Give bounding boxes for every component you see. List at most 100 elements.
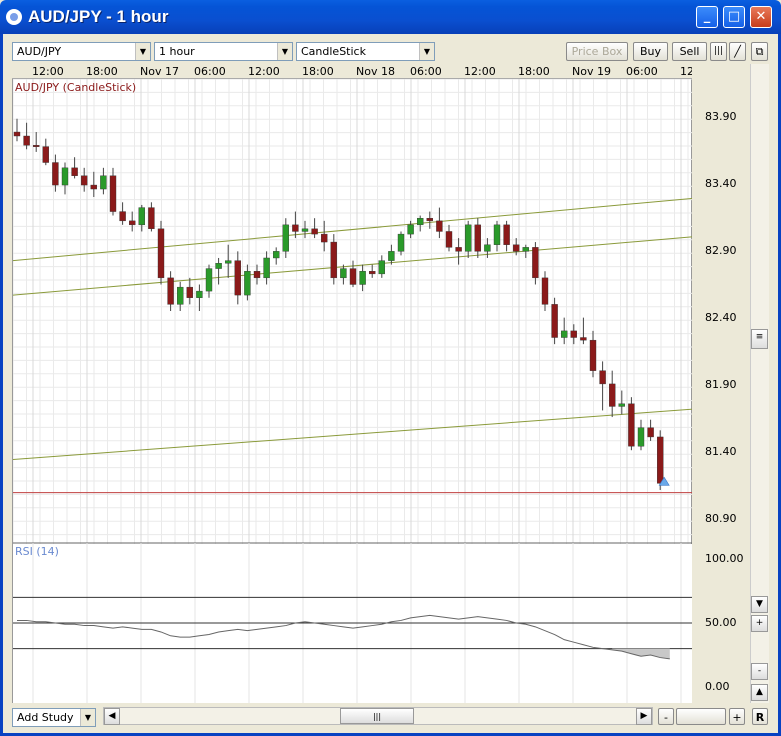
- main-pane-label: AUD/JPY (CandleStick): [15, 81, 136, 94]
- price-box-button[interactable]: Price Box: [566, 42, 628, 61]
- interval-select[interactable]: 1 hour ▼: [154, 42, 293, 61]
- bar-style-icon[interactable]: |||: [710, 42, 727, 61]
- candle-down: [349, 268, 357, 285]
- time-label: 06:00: [410, 65, 442, 78]
- candle-down: [52, 162, 59, 186]
- candle-down: [90, 184, 98, 190]
- toolbar: AUD/JPY ▼ 1 hour ▼ CandleStick ▼ Price B…: [3, 37, 778, 64]
- rsi-oversold-fill: [612, 648, 670, 659]
- candle-down: [119, 211, 126, 222]
- detach-icon[interactable]: ⧉: [751, 42, 768, 61]
- zoom-slider[interactable]: [676, 708, 726, 725]
- zoom-in-button[interactable]: +: [729, 708, 745, 725]
- candle-up: [637, 427, 645, 447]
- sell-button[interactable]: Sell: [672, 42, 707, 61]
- symbol-value: AUD/JPY: [17, 45, 62, 58]
- candle-down: [369, 271, 376, 275]
- symbol-select[interactable]: AUD/JPY ▼: [12, 42, 151, 61]
- chevron-down-icon[interactable]: ▼: [80, 709, 95, 726]
- candle-up: [407, 224, 414, 235]
- reset-button[interactable]: R: [752, 708, 768, 725]
- candle-down: [513, 244, 520, 252]
- scroll-thumb[interactable]: ≡: [751, 329, 768, 349]
- chart-area[interactable]: AUD/JPY (CandleStick) RSI (14): [12, 78, 694, 703]
- candle-down: [330, 241, 337, 279]
- bottom-bar: Add Study ▼: [3, 703, 778, 733]
- candle-down: [609, 383, 616, 407]
- candle-down: [234, 260, 242, 296]
- time-label: 12:00: [248, 65, 280, 78]
- price-label: 82.40: [705, 311, 737, 324]
- candle-down: [532, 247, 539, 279]
- candle-down: [33, 145, 40, 147]
- candle-down: [455, 247, 462, 252]
- candle-up: [340, 268, 347, 279]
- price-label: 83.90: [705, 110, 737, 123]
- candle-down: [474, 224, 481, 252]
- rsi-level-label: 100.00: [705, 552, 744, 565]
- maximize-button[interactable]: □: [723, 6, 745, 28]
- candle-up: [61, 167, 69, 186]
- candle-up: [561, 330, 568, 338]
- chart-canvas[interactable]: AUD/JPY (CandleStick) RSI (14): [12, 78, 694, 703]
- zoom-in-icon[interactable]: +: [751, 615, 768, 632]
- candle-up: [205, 268, 213, 292]
- candle-up: [176, 286, 184, 305]
- price-label: 81.40: [705, 445, 737, 458]
- draw-line-icon[interactable]: ╱: [729, 42, 746, 61]
- zoom-out-button[interactable]: -: [658, 708, 674, 725]
- candle-up: [417, 217, 424, 226]
- scroll-up-icon[interactable]: ▲: [751, 684, 768, 701]
- candle-down: [503, 224, 510, 245]
- candle-up: [618, 403, 625, 407]
- minimize-button[interactable]: _: [696, 6, 718, 28]
- candle-down: [570, 330, 577, 338]
- close-button[interactable]: ✕: [750, 6, 772, 28]
- time-label: 12:00: [464, 65, 496, 78]
- candle-down: [657, 436, 664, 484]
- title-bar[interactable]: AUD/JPY - 1 hour _ □ ✕: [0, 0, 781, 34]
- scroll-left-icon[interactable]: ◀: [104, 708, 120, 725]
- candle-down: [426, 217, 433, 222]
- buy-button[interactable]: Buy: [633, 42, 668, 61]
- chevron-down-icon[interactable]: ▼: [277, 43, 292, 60]
- candle-up: [263, 257, 270, 279]
- rsi-level-label: 50.00: [705, 616, 737, 629]
- trendline: [12, 197, 694, 262]
- scroll-thumb[interactable]: |||: [340, 708, 414, 724]
- time-label: Nov 17: [140, 65, 179, 78]
- horizontal-scrollbar[interactable]: ◀ ||| ▶: [103, 707, 653, 725]
- add-study-label: Add Study: [17, 711, 74, 724]
- candle-up: [522, 247, 529, 252]
- candle-down: [321, 233, 328, 243]
- zoom-out-icon[interactable]: -: [751, 663, 768, 680]
- trendline: [12, 408, 694, 460]
- candle-up: [273, 251, 280, 259]
- candle-down: [628, 403, 635, 447]
- vertical-scrollbar[interactable]: [750, 64, 769, 703]
- candle-up: [493, 224, 501, 245]
- price-label: 81.90: [705, 378, 737, 391]
- candle-up: [378, 260, 385, 275]
- scroll-right-icon[interactable]: ▶: [636, 708, 652, 725]
- candle-up: [196, 290, 203, 298]
- chevron-down-icon[interactable]: ▼: [419, 43, 434, 60]
- time-label: 18:00: [302, 65, 334, 78]
- chart-style-select[interactable]: CandleStick ▼: [296, 42, 435, 61]
- time-label: Nov 19: [572, 65, 611, 78]
- time-label: 12: [680, 65, 692, 78]
- candle-up: [244, 271, 251, 296]
- candle-down: [253, 271, 261, 279]
- scroll-down-icon[interactable]: ▼: [751, 596, 768, 613]
- candle-up: [100, 175, 107, 190]
- add-study-select[interactable]: Add Study ▼: [12, 708, 96, 727]
- candle-up: [484, 244, 491, 252]
- chevron-down-icon[interactable]: ▼: [135, 43, 150, 60]
- candle-down: [436, 220, 443, 232]
- candle-down: [445, 231, 453, 248]
- candle-up: [138, 207, 146, 226]
- candle-down: [589, 339, 597, 371]
- candle-down: [128, 220, 136, 226]
- candle-up: [301, 228, 309, 232]
- time-label: Nov 18: [356, 65, 395, 78]
